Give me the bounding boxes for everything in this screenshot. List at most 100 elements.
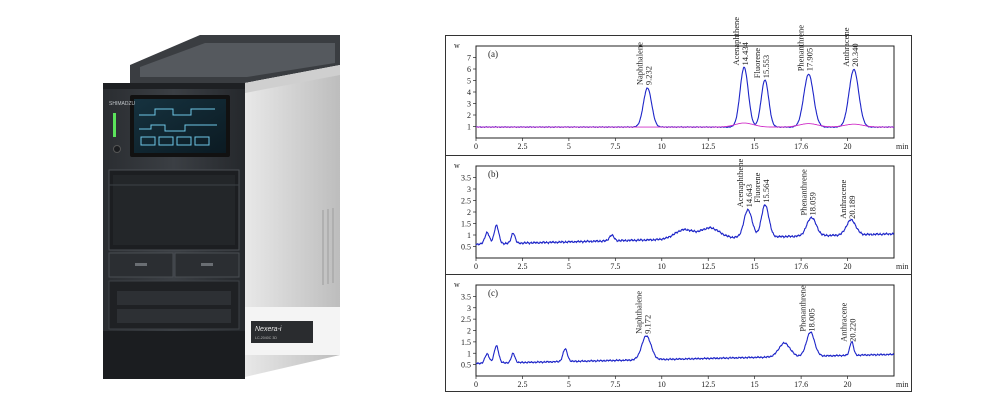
peak-name: Anthracene <box>841 27 851 66</box>
peak-retention-time: 15.564 <box>761 179 771 203</box>
x-tick-label: 15 <box>751 262 759 271</box>
x-tick-label: 5 <box>567 262 571 271</box>
peak-retention-time: 18.059 <box>807 192 817 215</box>
peak-retention-time: 18.005 <box>806 308 816 331</box>
panel-label: (b) <box>488 169 499 179</box>
side-panel <box>245 65 340 377</box>
y-tick-label: 3 <box>467 100 471 109</box>
peak-annotation: Naphthalene 9.172 <box>633 291 652 334</box>
x-tick-label: 12.5 <box>701 380 715 389</box>
x-tick-label: 15 <box>751 142 759 151</box>
chromatogram-trace <box>476 122 894 128</box>
y-tick-label: 1.5 <box>461 220 471 229</box>
peak-retention-time: 20.220 <box>848 319 858 342</box>
y-tick-label: 2.5 <box>461 315 471 324</box>
peak-annotation: Anthracene 20.340 <box>841 27 860 66</box>
x-tick-label: 17.6 <box>794 142 808 151</box>
y-tick-label: 2.5 <box>461 197 471 206</box>
y-tick-label: 6 <box>467 65 471 74</box>
x-tick-label: 0 <box>474 142 478 151</box>
chromatogram-c-svg: w min (c) 0 2.5 5 7.5 10 12.5 15 17.6 20 0.5 1 1.5 2 2.5… <box>454 280 908 389</box>
y-axis-label: w <box>454 161 460 170</box>
plot-frame <box>475 165 895 259</box>
peak-name: Anthracene <box>839 302 849 341</box>
x-tick-label: 10 <box>658 262 666 271</box>
plot-frame <box>475 45 895 139</box>
peak-retention-time: 14.643 <box>744 184 754 207</box>
chromatogram-panel-c: w min (c) 0 2.5 5 7.5 10 12.5 15 17.6 20 0.5 1 1.5 2 2.5… <box>446 274 911 392</box>
x-tick-label: 2.5 <box>517 380 527 389</box>
peak-annotation: Naphthalene 9.232 <box>635 42 654 85</box>
x-tick-label: 17.6 <box>794 380 808 389</box>
peak-retention-time: 15.553 <box>761 55 771 78</box>
y-tick-label: 1 <box>467 123 471 132</box>
drawer-left[interactable] <box>108 252 174 278</box>
peak-name: Fluorene <box>752 172 762 202</box>
y-tick-label: 3 <box>467 304 471 313</box>
y-tick-label: 4 <box>467 88 471 97</box>
peak-retention-time: 9.232 <box>644 66 654 85</box>
y-tick-label: 1 <box>467 349 471 358</box>
panel-label: (c) <box>488 288 498 298</box>
x-tick-label: 7.5 <box>610 262 620 271</box>
peak-name: Naphthalene <box>633 291 643 334</box>
peak-annotation: Fluorene 15.564 <box>752 172 771 202</box>
peak-name: Acenaphthene <box>735 159 745 208</box>
chromatogram-panel-a: w min (a) 0 2.5 5 7.5 10 12.5 15 17.6 20 1 2 3 4 5 6 7 Naph… <box>446 17 911 154</box>
chromatogram-figure: w min (a) 0 2.5 5 7.5 10 12.5 15 17.6 20 1 2 3 4 5 6 7 Naph… <box>445 17 912 392</box>
y-axis-label: w <box>454 41 460 50</box>
peak-name: Naphthalene <box>635 42 645 85</box>
y-tick-label: 1 <box>467 231 471 240</box>
y-tick-label: 3.5 <box>461 174 471 183</box>
peak-annotation: Phenanthrene 18.005 <box>797 285 816 331</box>
model-subtitle: LC-2040C 3D <box>255 336 277 340</box>
x-tick-label: 2.5 <box>517 142 527 151</box>
peak-retention-time: 14.434 <box>740 41 750 65</box>
status-led <box>113 113 116 137</box>
y-tick-label: 2 <box>467 208 471 217</box>
x-tick-label: 2.5 <box>517 262 527 271</box>
peak-retention-time: 20.340 <box>850 43 860 66</box>
x-tick-label: 17.6 <box>794 262 808 271</box>
x-tick-label: 20 <box>844 142 852 151</box>
peak-annotation: Anthracene 20.220 <box>839 302 858 341</box>
x-tick-label: 10 <box>658 380 666 389</box>
x-tick-label: 15 <box>751 380 759 389</box>
y-tick-label: 0.5 <box>461 361 471 370</box>
y-tick-label: 7 <box>467 54 471 63</box>
peak-name: Anthracene <box>838 180 848 219</box>
x-tick-label: 5 <box>567 142 571 151</box>
x-tick-label: 0 <box>474 262 478 271</box>
model-plate <box>251 321 313 343</box>
peak-name: Fluorene <box>752 48 762 78</box>
brand-logo: SHIMADZU <box>109 101 136 107</box>
power-button[interactable] <box>113 145 121 153</box>
x-axis-label: min <box>896 142 908 151</box>
peak-retention-time: 17.905 <box>805 48 815 71</box>
peak-annotation: Phenanthrene 18.059 <box>798 169 817 215</box>
touch-screen <box>134 99 226 153</box>
chromatogram-panel-b: w min (b) 0 2.5 5 7.5 10 12.5 15 17.6 20 0.5 1 1.5 2 2.5… <box>446 155 911 274</box>
peak-annotation: Phenanthrene 17.905 <box>796 25 815 71</box>
peak-retention-time: 20.189 <box>847 196 857 219</box>
peak-annotation: Acenaphthene 14.434 <box>731 17 750 66</box>
x-tick-label: 20 <box>844 380 852 389</box>
chromatogram-trace <box>475 66 895 129</box>
peak-name: Phenanthrene <box>796 25 806 71</box>
y-axis-label: w <box>454 280 460 289</box>
y-tick-label: 2 <box>467 327 471 336</box>
y-tick-label: 1.5 <box>461 338 471 347</box>
x-tick-label: 5 <box>567 380 571 389</box>
x-tick-label: 7.5 <box>610 380 620 389</box>
peak-annotation: Fluorene 15.553 <box>752 48 771 78</box>
chromatogram-b-svg: w min (b) 0 2.5 5 7.5 10 12.5 15 17.6 20 0.5 1 1.5 2 2.5… <box>454 159 908 271</box>
x-tick-label: 20 <box>844 262 852 271</box>
instrument-drawing: SHIMADZU Nexera-i LC-2040C 3D <box>103 35 340 379</box>
chromatogram-a-svg: w min (a) 0 2.5 5 7.5 10 12.5 15 17.6 20 1 2 3 4 5 6 7 Naph… <box>454 17 908 151</box>
peak-retention-time: 9.172 <box>642 315 652 334</box>
y-tick-label: 3.5 <box>461 292 471 301</box>
y-tick-label: 2 <box>467 111 471 120</box>
hplc-instrument-image: SHIMADZU Nexera-i LC-2040C 3D <box>95 25 355 385</box>
model-name: Nexera-i <box>255 326 282 333</box>
panel-label: (a) <box>488 49 498 59</box>
